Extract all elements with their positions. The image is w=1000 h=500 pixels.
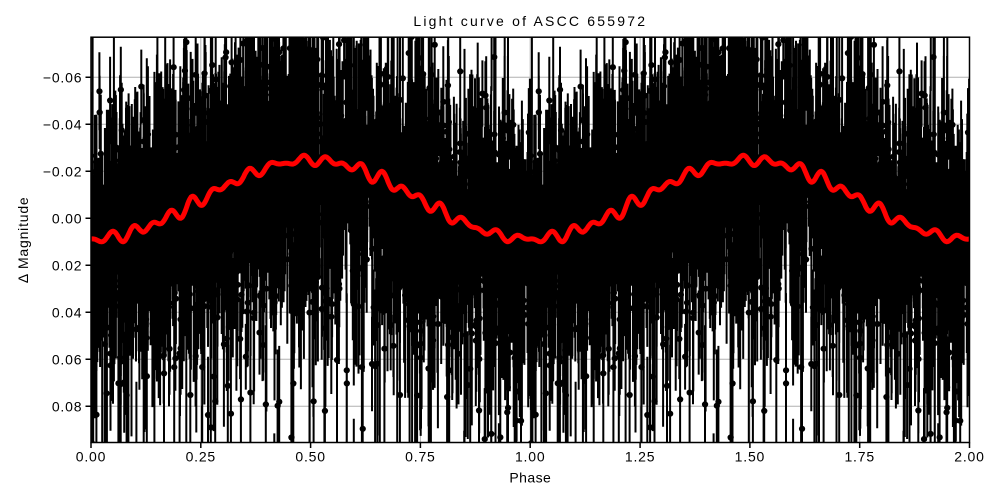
svg-text:0.04: 0.04 xyxy=(52,304,82,320)
svg-text:1.75: 1.75 xyxy=(844,448,874,464)
svg-text:1.00: 1.00 xyxy=(515,448,545,464)
svg-text:1.50: 1.50 xyxy=(735,448,765,464)
svg-text:−0.06: −0.06 xyxy=(43,69,82,85)
svg-text:0.50: 0.50 xyxy=(295,448,325,464)
svg-text:2.00: 2.00 xyxy=(954,448,984,464)
svg-text:1.25: 1.25 xyxy=(625,448,655,464)
svg-text:0.06: 0.06 xyxy=(52,351,82,367)
svg-text:0.02: 0.02 xyxy=(52,257,82,273)
svg-text:Light curve of ASCC 655972: Light curve of ASCC 655972 xyxy=(413,13,647,29)
svg-text:0.75: 0.75 xyxy=(405,448,435,464)
svg-text:0.00: 0.00 xyxy=(76,448,106,464)
svg-text:−0.02: −0.02 xyxy=(43,163,82,179)
svg-text:0.08: 0.08 xyxy=(52,398,82,414)
svg-text:0.00: 0.00 xyxy=(52,210,82,226)
svg-text:Δ Magnitude: Δ Magnitude xyxy=(15,196,31,283)
svg-text:0.25: 0.25 xyxy=(186,448,216,464)
svg-text:−0.04: −0.04 xyxy=(43,116,82,132)
svg-text:Phase: Phase xyxy=(509,470,551,486)
